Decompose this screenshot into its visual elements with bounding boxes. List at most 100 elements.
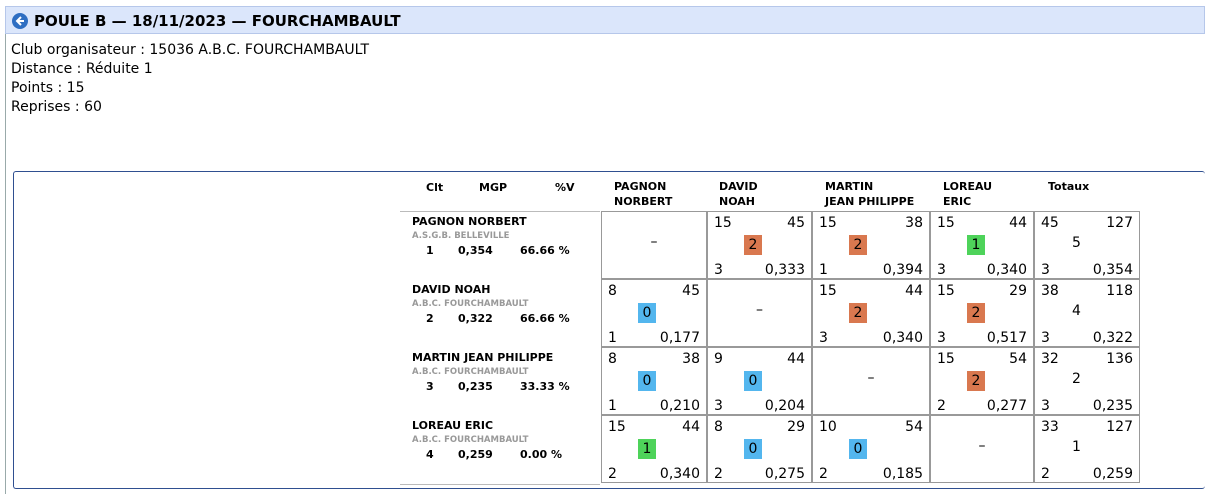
- average-value: 0,277: [986, 398, 1027, 414]
- player-mgp: 0,322: [458, 312, 493, 325]
- player-rank: 4: [426, 448, 434, 461]
- player-row: DAVID NOAH A.B.C. FOURCHAMBAULT 2 0,322 66.6…: [400, 279, 600, 347]
- match-points-badge: 2: [849, 303, 867, 323]
- match-cell[interactable]: 15 44 1 3 0,340: [930, 211, 1034, 279]
- total-match-points: 1: [1072, 439, 1081, 455]
- match-cell[interactable]: 15 54 2 2 0,277: [930, 347, 1034, 415]
- match-cell[interactable]: 15 44 2 3 0,340: [812, 279, 930, 347]
- results-panel: [13, 171, 1205, 489]
- player-mgp: 0,259: [458, 448, 493, 461]
- reprises-value: 44: [905, 283, 923, 299]
- player-win-pct: 33.33 %: [520, 380, 570, 393]
- player-row: PAGNON NORBERT A.S.G.B. BELLEVILLE 1 0,354 6…: [400, 211, 600, 279]
- header-player-4: LOREAU ERIC: [943, 180, 993, 208]
- header-clt: Clt: [426, 181, 444, 194]
- average-value: 0,354: [1092, 262, 1133, 278]
- reprises-value: 127: [1106, 419, 1133, 435]
- best-series-value: 3: [819, 330, 828, 346]
- player-row: LOREAU ERIC A.B.C. FOURCHAMBAULT 4 0,259 0.0…: [400, 415, 600, 483]
- content-frame: [5, 34, 1205, 494]
- player-club: A.B.C. FOURCHAMBAULT: [412, 367, 529, 377]
- self-cell: –: [812, 347, 930, 415]
- player-column: [400, 211, 600, 485]
- average-value: 0,340: [659, 466, 700, 482]
- reprises-value: 38: [682, 351, 700, 367]
- self-cell: –: [601, 211, 707, 279]
- match-cell[interactable]: 8 29 0 2 0,275: [707, 415, 812, 483]
- player-win-pct: 66.66 %: [520, 244, 570, 257]
- match-cell[interactable]: 8 38 0 1 0,210: [601, 347, 707, 415]
- player-name[interactable]: LOREAU ERIC: [412, 419, 494, 432]
- player-name[interactable]: PAGNON NORBERT: [412, 215, 527, 228]
- match-points-badge: 1: [638, 439, 656, 459]
- reprises-value: 44: [787, 351, 805, 367]
- best-series-value: 1: [819, 262, 828, 278]
- points-value: 8: [714, 419, 723, 435]
- best-series-value: 3: [1041, 398, 1050, 414]
- match-points-badge: 0: [744, 439, 762, 459]
- total-cell[interactable]: 32 136 2 3 0,235: [1034, 347, 1140, 415]
- empty-dash: –: [756, 302, 763, 318]
- average-value: 0,185: [882, 466, 923, 482]
- total-cell[interactable]: 33 127 1 2 0,259: [1034, 415, 1140, 483]
- club-organisateur: Club organisateur : 15036 A.B.C. FOURCHA…: [11, 42, 370, 58]
- title-bar: POULE B — 18/11/2023 — FOURCHAMBAULT: [5, 6, 1205, 34]
- player-name[interactable]: MARTIN JEAN PHILIPPE: [412, 351, 554, 364]
- points: Points : 15: [11, 80, 85, 96]
- points-value: 15: [937, 283, 955, 299]
- player-rank: 1: [426, 244, 434, 257]
- match-points-badge: 0: [638, 371, 656, 391]
- player-name[interactable]: DAVID NOAH: [412, 283, 491, 296]
- reprises-value: 136: [1106, 351, 1133, 367]
- average-value: 0,210: [659, 398, 700, 414]
- best-series-value: 3: [1041, 330, 1050, 346]
- points-value: 15: [819, 283, 837, 299]
- match-cell[interactable]: 15 38 2 1 0,394: [812, 211, 930, 279]
- match-cell[interactable]: 10 54 0 2 0,185: [812, 415, 930, 483]
- points-value: 8: [608, 351, 617, 367]
- match-cell[interactable]: 8 45 0 1 0,177: [601, 279, 707, 347]
- match-points-badge: 2: [744, 235, 762, 255]
- empty-dash: –: [650, 234, 658, 250]
- average-value: 0,322: [1092, 330, 1133, 346]
- points-value: 33: [1041, 419, 1059, 435]
- empty-dash: –: [978, 438, 986, 454]
- best-series-value: 3: [714, 398, 723, 414]
- self-cell: –: [930, 415, 1034, 483]
- reprises-value: 38: [905, 215, 923, 231]
- match-cell[interactable]: 15 44 1 2 0,340: [601, 415, 707, 483]
- player-win-pct: 66.66 %: [520, 312, 570, 325]
- reprises-value: 118: [1106, 283, 1133, 299]
- header-player-2: DAVID NOAH: [719, 180, 758, 208]
- points-value: 15: [714, 215, 732, 231]
- points-value: 38: [1041, 283, 1059, 299]
- match-points-badge: 0: [744, 371, 762, 391]
- match-points-badge: 2: [967, 303, 985, 323]
- match-points-badge: 0: [638, 303, 656, 323]
- reprises-value: 54: [1009, 351, 1027, 367]
- total-match-points: 5: [1072, 235, 1081, 251]
- points-value: 15: [937, 351, 955, 367]
- player-mgp: 0,235: [458, 380, 493, 393]
- best-series-value: 1: [608, 398, 617, 414]
- player-win-pct: 0.00 %: [520, 448, 562, 461]
- player-row: MARTIN JEAN PHILIPPE A.B.C. FOURCHAMBAULT…: [400, 347, 600, 415]
- header-mgp: MGP: [479, 181, 508, 194]
- player-rank: 2: [426, 312, 434, 325]
- average-value: 0,340: [986, 262, 1027, 278]
- points-value: 15: [819, 215, 837, 231]
- page-title: POULE B — 18/11/2023 — FOURCHAMBAULT: [34, 12, 401, 30]
- reprises-value: 45: [682, 283, 700, 299]
- match-cell[interactable]: 15 45 2 3 0,333: [707, 211, 812, 279]
- points-value: 8: [608, 283, 617, 299]
- best-series-value: 1: [608, 330, 617, 346]
- back-arrow-icon[interactable]: [12, 13, 28, 29]
- reprises-value: 44: [682, 419, 700, 435]
- total-match-points: 2: [1072, 371, 1081, 387]
- match-cell[interactable]: 15 29 2 3 0,517: [930, 279, 1034, 347]
- match-cell[interactable]: 9 44 0 3 0,204: [707, 347, 812, 415]
- match-points-badge: 1: [967, 235, 985, 255]
- best-series-value: 3: [714, 262, 723, 278]
- total-cell[interactable]: 45 127 5 3 0,354: [1034, 211, 1140, 279]
- total-cell[interactable]: 38 118 4 3 0,322: [1034, 279, 1140, 347]
